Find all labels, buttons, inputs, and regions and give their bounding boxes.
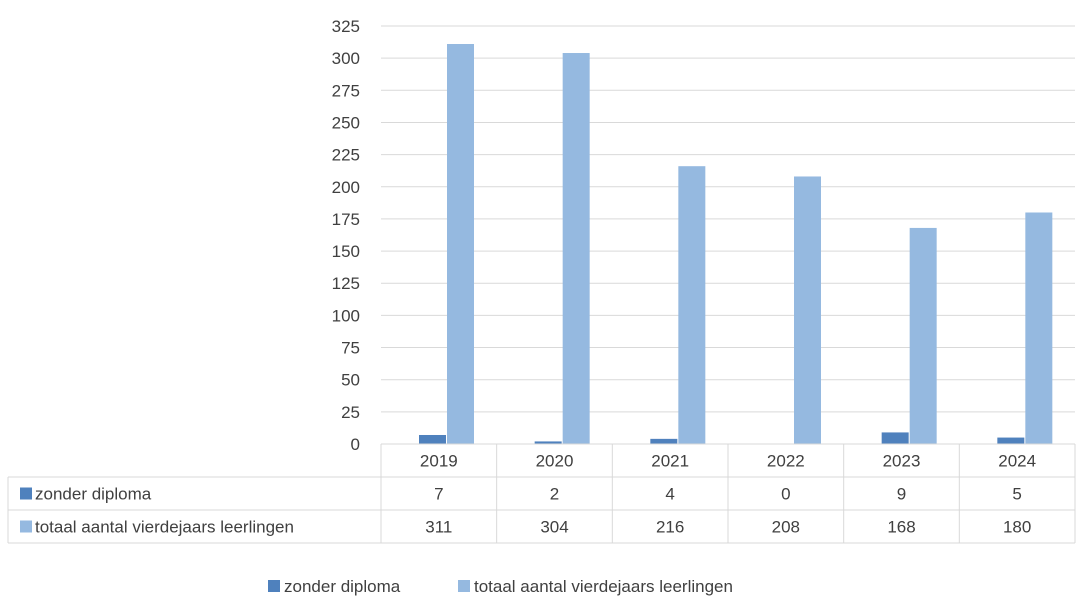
- y-tick-label: 100: [332, 306, 360, 325]
- bar-totaal-2019: [447, 44, 474, 444]
- bar-totaal-2021: [678, 166, 706, 444]
- data-label: 0: [781, 485, 790, 504]
- y-tick-label: 225: [332, 146, 360, 165]
- data-label: 5: [1012, 485, 1021, 504]
- x-tick-label: 2020: [536, 452, 574, 471]
- legend-key: [268, 580, 280, 592]
- x-tick-label: 2024: [998, 452, 1036, 471]
- y-tick-label: 250: [332, 113, 360, 132]
- bar-totaal-2022: [794, 176, 821, 445]
- x-tick-label: 2019: [420, 452, 458, 471]
- gridlines: [381, 25, 1075, 413]
- bar-zonder-diploma-2019: [419, 434, 446, 444]
- bar-totaal-2023: [909, 227, 937, 444]
- legend: zonder diploma totaal aantal vierdejaars …: [268, 577, 733, 596]
- y-axis-ticks: 0 25 50 75 100 125 150 175 200 225 250 275 300 325: [332, 17, 360, 454]
- y-tick-label: 200: [332, 178, 360, 197]
- data-label: 4: [665, 485, 674, 504]
- y-tick-label: 75: [341, 339, 360, 358]
- y-tick-label: 275: [332, 81, 360, 100]
- y-tick-label: 325: [332, 17, 360, 36]
- bar-zonder-diploma-2020: [534, 441, 562, 444]
- data-label: 304: [540, 518, 568, 537]
- data-label: 168: [887, 518, 915, 537]
- bars: [419, 44, 1053, 445]
- legend-entry: zonder diploma: [284, 577, 401, 596]
- y-tick-label: 175: [332, 210, 360, 229]
- x-tick-label: 2023: [883, 452, 921, 471]
- data-label: 311: [425, 518, 452, 537]
- data-label: 7: [434, 485, 443, 504]
- bar-totaal-2020: [562, 53, 590, 445]
- y-tick-label: 125: [332, 274, 360, 293]
- data-label: 216: [656, 518, 684, 537]
- y-tick-label: 50: [341, 371, 360, 390]
- data-table: 2019 2020 2021 2022 2023 2024 zonder diploma 7 2…: [7, 443, 1076, 544]
- data-label: 2: [550, 485, 559, 504]
- bar-zonder-diploma-2023: [881, 432, 909, 444]
- table-legend-key: [20, 487, 32, 500]
- y-tick-label: 300: [332, 49, 360, 68]
- y-tick-label: 150: [332, 242, 360, 261]
- bar-totaal-2024: [1025, 212, 1053, 444]
- y-tick-label: 0: [351, 435, 360, 454]
- table-series-label: totaal aantal vierdejaars leerlingen: [35, 518, 294, 537]
- table-legend-key: [20, 520, 32, 533]
- y-tick-label: 25: [341, 403, 360, 422]
- table-series-label: zonder diploma: [35, 485, 152, 504]
- bar-zonder-diploma-2024: [997, 437, 1025, 444]
- x-tick-label: 2021: [651, 452, 689, 471]
- data-label: 180: [1003, 518, 1031, 537]
- legend-key: [458, 580, 470, 592]
- data-label: 9: [897, 485, 906, 504]
- legend-entry: totaal aantal vierdejaars leerlingen: [474, 577, 733, 596]
- data-label: 208: [772, 518, 800, 537]
- x-tick-label: 2022: [767, 452, 805, 471]
- bar-zonder-diploma-2021: [650, 438, 678, 444]
